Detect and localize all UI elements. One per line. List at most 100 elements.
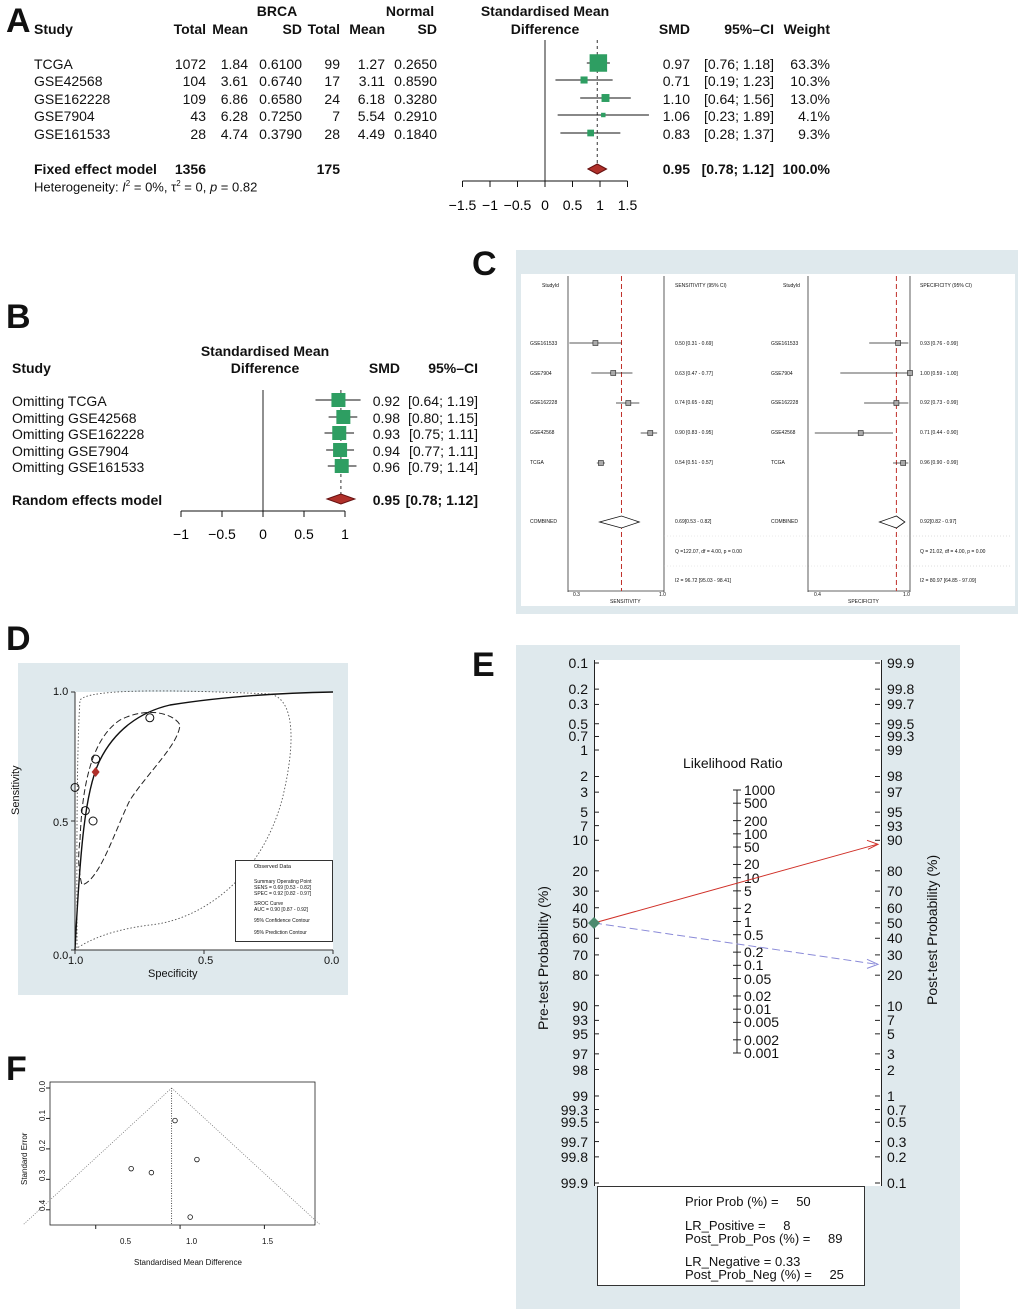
- a-mean-2: 4.49: [357, 126, 385, 142]
- pretest-tick: 60: [572, 930, 588, 947]
- legend-summary: Summary Operating Point SENS = 0.69 [0.53…: [254, 879, 312, 897]
- total-header-1: Total: [173, 21, 206, 37]
- pretest-tick: 70: [572, 946, 588, 963]
- confidence-contour: [78, 711, 181, 886]
- heterogeneity-text: Heterogeneity: I2 = 0%, τ2 = 0, p = 0.82: [34, 179, 258, 195]
- lr-tick: 5: [744, 882, 752, 899]
- b-x-tick-label: −0.5: [208, 526, 236, 542]
- posttest-tick: 5: [887, 1025, 895, 1042]
- study-square: [601, 112, 606, 118]
- sd-header-1: SD: [282, 21, 302, 37]
- b-study-name: Omitting GSE161533: [12, 459, 145, 475]
- funnel-point: [128, 1165, 134, 1172]
- a-ci: [0.76; 1.18]: [703, 56, 774, 72]
- spec-i2-text: I2 = 80.97 [64.85 - 97.09]: [920, 578, 977, 584]
- posttest-tick: 95: [887, 804, 903, 821]
- posttest-tick: 2: [887, 1061, 895, 1078]
- b-smd: 0.93: [372, 426, 400, 442]
- b-square: [333, 443, 348, 457]
- pretest-tick: 0.2: [568, 681, 588, 698]
- spec-point: [900, 460, 907, 466]
- b-smd: 0.92: [372, 393, 400, 409]
- b-square: [334, 459, 349, 473]
- sens-point: [610, 370, 617, 376]
- pretest-tick: 99: [572, 1087, 588, 1104]
- posttest-tick: 97: [887, 784, 903, 801]
- pooled-smd: 0.95: [662, 161, 690, 177]
- lr-negative-arrow: [866, 958, 880, 969]
- a-weight: 9.3%: [798, 126, 830, 142]
- spec-row-study: GSE161533: [771, 341, 799, 347]
- lr-tick: 0.01: [744, 1001, 772, 1018]
- funnel-point: [187, 1214, 193, 1220]
- spec-point: [857, 430, 864, 436]
- lr-tick: 50: [744, 839, 760, 856]
- study-square: [587, 129, 595, 137]
- smd-title-2: Difference: [510, 21, 580, 37]
- f-x-tick: 1.0: [186, 1237, 198, 1246]
- a-sd-2: 0.8590: [394, 73, 437, 89]
- a-total-2: 7: [332, 108, 340, 124]
- sens-row-study: GSE7904: [530, 371, 552, 377]
- spec-row-est: 1.00 [0.59 - 1.00]: [920, 371, 958, 377]
- pooled-ci: [0.78; 1.12]: [701, 161, 774, 177]
- lr-tick: 20: [744, 856, 760, 873]
- pretest-tick: 93: [572, 1012, 588, 1029]
- pretest-tick: 5: [580, 804, 588, 821]
- pretest-tick: 10: [572, 832, 588, 849]
- forest-a-svg: −1.5 −1 −0.5 0 0.5 1 1.5: [449, 40, 649, 213]
- a-smd: 1.06: [662, 108, 690, 124]
- a-total-2: 28: [324, 126, 340, 142]
- spec-row-est: 0.93 [0.76 - 0.99]: [920, 341, 958, 347]
- pretest-tick: 90: [572, 997, 588, 1014]
- sens-row-est: 0.63 [0.47 - 0.77]: [675, 371, 713, 377]
- legend-conf: 95% Confidence Contour: [254, 918, 310, 924]
- spec-row-study: GSE7904: [771, 371, 793, 377]
- b-study-name: Omitting TCGA: [12, 393, 107, 409]
- a-total-2: 17: [324, 73, 340, 89]
- spec-col-study: StudyId: [783, 283, 800, 289]
- lr-tick: 500: [744, 795, 768, 812]
- f-y-tick: 0.2: [38, 1139, 47, 1151]
- lr-tick: 0.005: [744, 1014, 780, 1031]
- sens-tick-hi: 1.0: [659, 592, 666, 598]
- legend-lr-negative: LR_Negative = 0.33: [685, 1254, 801, 1269]
- sens-row-study: GSE161533: [530, 341, 558, 347]
- sens-col-study: StudyId: [542, 283, 559, 289]
- a-total-2: 24: [324, 91, 340, 107]
- sroc-curve: [74, 691, 334, 951]
- sens-row-est: 0.50 [0.31 - 0.69]: [675, 341, 713, 347]
- a-sd-1: 0.6580: [259, 91, 302, 107]
- pretest-tick: 0.3: [568, 696, 588, 713]
- a-mean-2: 1.27: [357, 56, 385, 72]
- sd-header-2: SD: [417, 21, 437, 37]
- x-tick-label: 1.5: [618, 197, 638, 213]
- a-mean-2: 5.54: [357, 108, 385, 124]
- a-sd-2: 0.3280: [394, 91, 437, 107]
- legend-post-neg: Post_Prob_Neg (%) = 25: [685, 1267, 844, 1282]
- pretest-tick: 0.1: [568, 655, 588, 671]
- posttest-tick: 20: [887, 967, 903, 984]
- b-ci: [0.64; 1.19]: [407, 393, 478, 409]
- posttest-tick: 60: [887, 899, 903, 916]
- forest-c-svg: [567, 276, 1010, 592]
- spec-q-text: Q = 21.02, df = 4.00, p = 0.00: [920, 549, 986, 555]
- lr-tick: 0.002: [744, 1031, 780, 1048]
- f-ylabel: Standard Error: [20, 1132, 29, 1185]
- posttest-tick: 3: [887, 1045, 895, 1062]
- a-total-1: 1072: [174, 56, 206, 72]
- a-study-name: TCGA: [34, 56, 73, 72]
- b-smd: 0.98: [372, 410, 400, 426]
- group2-label: Normal: [385, 3, 435, 19]
- lr-tick: 10: [744, 869, 760, 886]
- pretest-tick: 0.7: [568, 728, 588, 745]
- f-y-tick: 0.1: [38, 1109, 47, 1121]
- posttest-tick: 99.8: [887, 681, 915, 698]
- b-pooled-diamond: [325, 493, 357, 505]
- a-sd-1: 0.3790: [259, 126, 302, 142]
- sens-combined-diamond: [598, 515, 641, 529]
- sens-combined-est: 0.69[0.53 - 0.82]: [675, 519, 712, 525]
- sens-point: [592, 340, 599, 346]
- a-mean-1: 3.61: [220, 73, 248, 89]
- spec-tick-lo: 0.4: [814, 592, 821, 598]
